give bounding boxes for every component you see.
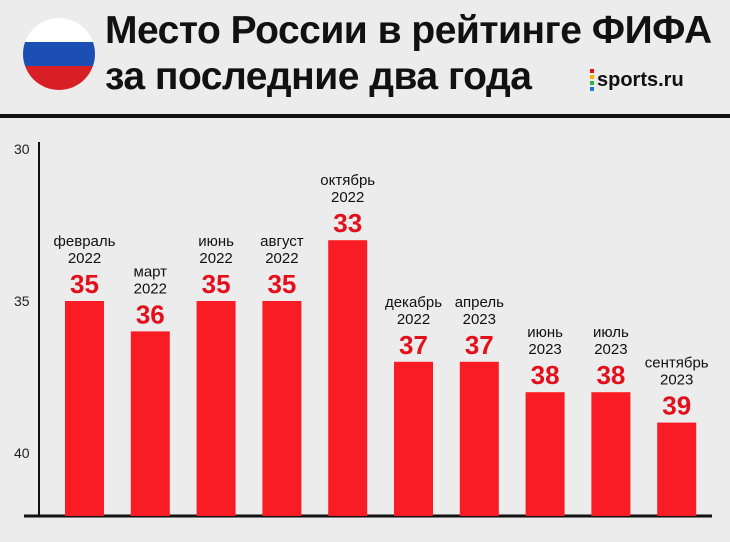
brand-name: sports.ru — [597, 68, 684, 91]
category-label-year: 2023 — [463, 311, 496, 328]
brand-dot — [590, 69, 594, 73]
category-label-year: 2022 — [331, 189, 364, 206]
y-tick-label: 30 — [14, 141, 30, 157]
category-label-month: август — [260, 233, 304, 250]
category-label-month: июнь — [527, 324, 563, 341]
category-label-month: декабрь — [385, 294, 442, 311]
category-label-year: 2022 — [199, 250, 232, 267]
data-label: 37 — [399, 330, 428, 360]
data-label: 36 — [136, 299, 165, 329]
flag-stripe-blue — [23, 42, 95, 66]
bar — [262, 301, 302, 516]
category-label-year: 2022 — [68, 250, 101, 267]
bar — [130, 331, 170, 516]
data-label: 35 — [267, 269, 296, 299]
bar — [657, 422, 697, 516]
category-label-year: 2023 — [660, 372, 693, 389]
title-line-2: за последние два года — [105, 55, 532, 98]
bar — [196, 301, 236, 516]
data-label: 35 — [202, 269, 231, 299]
data-label: 38 — [531, 360, 560, 390]
category-label-month: июль — [593, 324, 629, 341]
bar — [328, 240, 368, 516]
bar — [459, 361, 499, 516]
category-label-month: апрель — [455, 294, 504, 311]
brand-dots-icon — [590, 68, 594, 92]
category-label-year: 2022 — [134, 280, 167, 297]
data-label: 33 — [333, 208, 362, 238]
data-label: 35 — [70, 269, 99, 299]
category-label-month: июнь — [198, 233, 234, 250]
category-label-year: 2022 — [265, 250, 298, 267]
title-line-1: Место России в рейтинге ФИФА — [105, 9, 712, 52]
data-label: 37 — [465, 330, 494, 360]
brand-dot — [590, 75, 594, 79]
data-label: 39 — [662, 391, 691, 421]
y-tick-label: 35 — [14, 293, 30, 309]
brand-dot — [590, 81, 594, 85]
y-tick-label: 40 — [14, 445, 30, 461]
chart-title: Место России в рейтинге ФИФА за последни… — [105, 8, 715, 100]
category-label-year: 2023 — [528, 341, 561, 358]
bar — [394, 361, 433, 516]
category-label-month: сентябрь — [645, 355, 709, 372]
brand-dot — [590, 87, 594, 91]
bar — [65, 301, 104, 516]
category-label-month: март — [134, 263, 168, 280]
category-label-year: 2022 — [397, 311, 430, 328]
bar — [591, 392, 631, 516]
data-label: 38 — [596, 360, 625, 390]
category-label-month: февраль — [54, 233, 116, 250]
category-label-month: октябрь — [320, 172, 375, 189]
bar — [525, 392, 565, 516]
header-divider — [0, 114, 730, 118]
brand-logo: sports.ru — [590, 68, 684, 92]
category-label-year: 2023 — [594, 341, 627, 358]
